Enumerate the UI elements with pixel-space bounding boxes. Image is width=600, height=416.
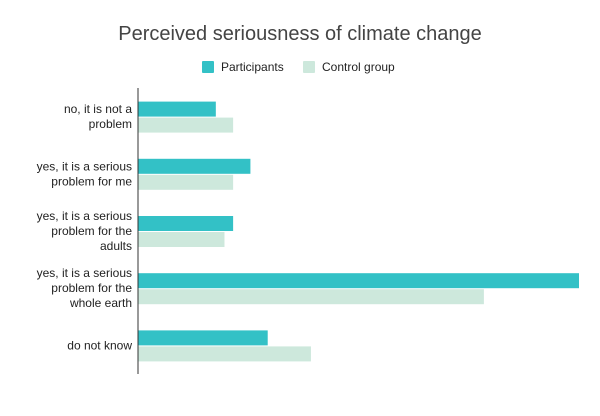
chart-bars [138,102,579,362]
legend-label-control-group: Control group [322,60,395,74]
bar-participants-4 [138,330,268,345]
legend-swatch-control-group [303,61,315,73]
legend-label-participants: Participants [221,60,284,74]
category-label: do not know [67,338,132,352]
chart-title: Perceived seriousness of climate change [118,23,482,45]
chart-svg: Perceived seriousness of climate change … [0,0,600,416]
bar-participants-2 [138,216,233,231]
category-label: no, it is not a problem [64,102,132,131]
chart-legend: Participants Control group [202,60,395,74]
bar-control-group-2 [138,232,224,247]
bar-participants-0 [138,102,216,117]
category-label: yes, it is a serious problem for the whole… [37,266,133,310]
bar-control-group-3 [138,289,484,304]
bar-control-group-0 [138,118,233,133]
category-labels: no, it is not a problem yes, it is a serio… [37,102,133,352]
bar-control-group-4 [138,346,311,361]
category-label: yes, it is a serious problem for the adult… [37,209,133,253]
bar-participants-1 [138,159,250,174]
bar-participants-3 [138,273,579,288]
legend-swatch-participants [202,61,214,73]
category-label: yes, it is a serious problem for me [37,159,133,188]
bar-control-group-1 [138,175,233,190]
